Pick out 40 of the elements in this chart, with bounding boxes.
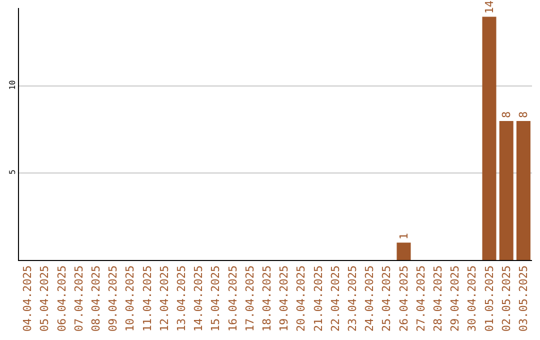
x-tick-label: 23.04.2025: [346, 265, 360, 332]
x-tick-label: 25.04.2025: [380, 265, 394, 332]
x-tick-label: 03.05.2025: [517, 265, 530, 332]
x-tick-label: 18.04.2025: [260, 265, 274, 332]
x-tick-label: 06.04.2025: [55, 265, 68, 332]
x-tick-label: 13.04.2025: [175, 265, 188, 332]
x-tick-label: 27.04.2025: [414, 265, 428, 332]
x-tick-label: 22.04.2025: [328, 265, 342, 332]
bar: [482, 16, 496, 260]
x-tick-label: 09.04.2025: [106, 265, 120, 332]
x-tick-label: 07.04.2025: [72, 265, 86, 332]
x-tick-label: 14.04.2025: [192, 265, 206, 332]
x-tick-label: 15.04.2025: [209, 265, 222, 332]
bar: [396, 242, 411, 260]
x-tick-label: 10.04.2025: [124, 265, 137, 332]
x-tick-label: 30.04.2025: [466, 265, 479, 332]
x-tick-label: 02.05.2025: [500, 265, 513, 332]
y-tick-label: 5: [8, 169, 17, 174]
x-tick-label: 12.04.2025: [158, 265, 171, 332]
data-label: 14: [482, 0, 496, 14]
x-tick-label: 17.04.2025: [243, 265, 256, 332]
x-tick-label: 21.04.2025: [312, 265, 325, 332]
x-tick-label: 05.04.2025: [38, 265, 52, 332]
x-tick-label: 29.04.2025: [448, 265, 462, 332]
x-tick-label: 11.04.2025: [140, 265, 154, 332]
x-tick-label: 20.04.2025: [294, 265, 308, 332]
x-tick-label: 04.04.2025: [21, 265, 34, 332]
data-label: 8: [500, 111, 513, 118]
x-tick-label: 19.04.2025: [278, 265, 291, 332]
y-tick-label: 10: [8, 80, 17, 90]
x-tick-label: 01.05.2025: [482, 265, 496, 332]
x-tick-label: 28.04.2025: [432, 265, 445, 332]
x-tick-label: 08.04.2025: [90, 265, 103, 332]
x-tick-label: 24.04.2025: [363, 265, 376, 332]
x-tick-label: 26.04.2025: [397, 265, 410, 332]
data-label: 8: [516, 111, 530, 118]
bar: [516, 120, 530, 260]
x-tick-label: 16.04.2025: [226, 265, 240, 332]
data-label: 1: [397, 232, 410, 240]
bar: [499, 120, 514, 260]
